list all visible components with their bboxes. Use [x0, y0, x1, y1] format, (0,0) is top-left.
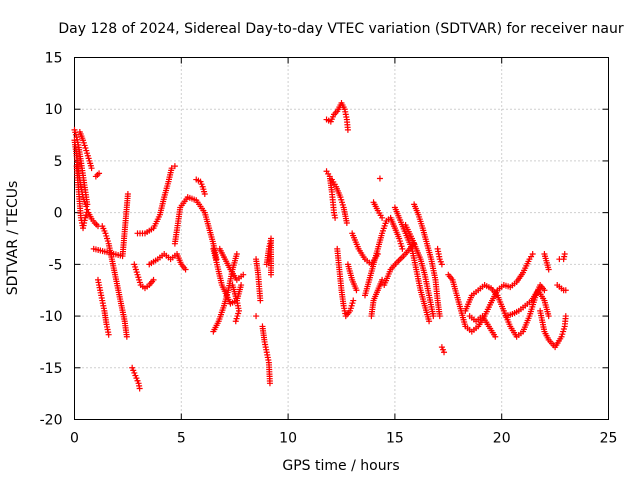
data-point: [379, 214, 386, 221]
data-point: [529, 251, 536, 258]
data-point: [562, 313, 569, 320]
data-point: [83, 203, 90, 210]
x-tick-label: 25: [600, 431, 618, 447]
data-point: [438, 261, 445, 268]
data-point: [96, 170, 103, 177]
x-tick-label: 0: [70, 431, 79, 447]
data-point: [105, 331, 112, 338]
y-tick-label: 0: [54, 206, 63, 222]
data-point: [268, 271, 275, 278]
y-axis-label: SDTVAR / TECUs: [5, 181, 21, 296]
data-point: [376, 175, 383, 182]
data-point: [350, 297, 357, 304]
data-point: [332, 214, 339, 221]
y-tick-label: -15: [40, 361, 63, 377]
data-point: [136, 385, 143, 392]
data-point: [492, 333, 499, 340]
data-point: [182, 266, 189, 273]
data-point: [240, 271, 247, 278]
y-tick-label: 15: [45, 51, 63, 67]
data-point: [168, 165, 175, 172]
data-point: [232, 318, 239, 325]
grid: [74, 57, 609, 420]
data-point: [441, 349, 448, 356]
data-point: [545, 266, 552, 273]
y-tick-label: -5: [49, 257, 63, 273]
data-point: [84, 206, 91, 213]
plot-area: [71, 100, 569, 392]
y-tick-label: 5: [54, 154, 63, 170]
x-axis-label: GPS time / hours: [282, 458, 399, 474]
data-point: [150, 276, 157, 283]
data-point: [343, 219, 350, 226]
data-point: [545, 313, 552, 320]
data-point: [561, 251, 568, 258]
data-point: [426, 318, 433, 325]
y-tick-label: 10: [45, 102, 63, 118]
data-point: [399, 245, 406, 252]
y-tick-labels: -20 -15 -10 -5 0 5 10 15: [40, 51, 63, 429]
data-point: [253, 313, 260, 320]
data-point: [238, 282, 245, 289]
data-point: [541, 287, 548, 294]
data-point: [88, 165, 95, 172]
x-tick-labels: 0 5 10 15 20 25: [70, 431, 617, 447]
data-point: [233, 251, 240, 258]
data-point: [201, 191, 208, 198]
chart-title: Day 128 of 2024, Sidereal Day-to-day VTE…: [58, 21, 624, 37]
data-point: [379, 276, 386, 283]
data-point: [124, 191, 131, 198]
data-point: [353, 287, 360, 294]
plot-frame: [74, 57, 609, 420]
x-tick-label: 20: [493, 431, 511, 447]
y-tick-label: -10: [40, 309, 63, 325]
x-tick-label: 10: [279, 431, 297, 447]
data-point: [171, 163, 178, 170]
ticks: [74, 57, 609, 420]
data-point: [436, 313, 443, 320]
x-tick-label: 5: [177, 431, 186, 447]
data-point: [344, 126, 351, 133]
data-point: [562, 287, 569, 294]
y-tick-label: -20: [40, 413, 63, 429]
data-point: [266, 380, 273, 387]
x-tick-label: 15: [386, 431, 404, 447]
data-point: [123, 333, 130, 340]
data-point: [257, 297, 264, 304]
data-point: [430, 313, 437, 320]
